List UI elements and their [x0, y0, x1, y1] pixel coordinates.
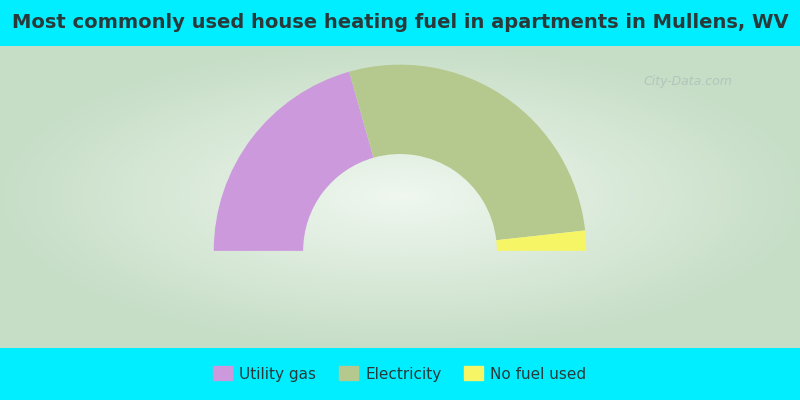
Text: Most commonly used house heating fuel in apartments in Mullens, WV: Most commonly used house heating fuel in… [12, 14, 788, 32]
Wedge shape [496, 230, 586, 251]
Wedge shape [214, 72, 374, 251]
Wedge shape [349, 65, 585, 240]
Text: City-Data.com: City-Data.com [643, 76, 733, 88]
Legend: Utility gas, Electricity, No fuel used: Utility gas, Electricity, No fuel used [207, 360, 593, 388]
